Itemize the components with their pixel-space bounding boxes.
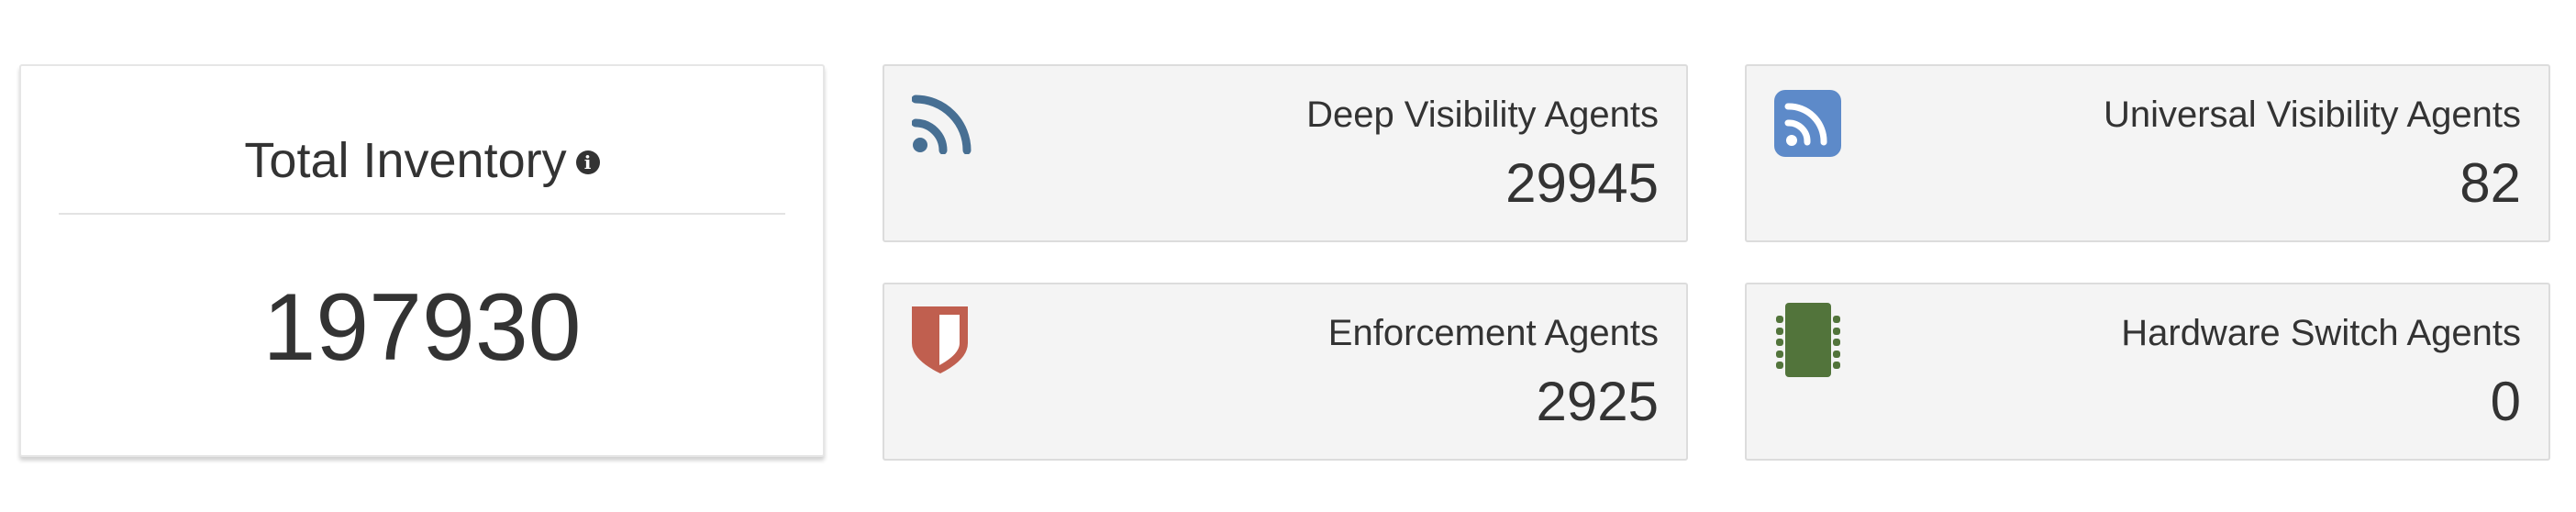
card-label: Deep Visibility Agents: [1306, 95, 1659, 135]
universal-visibility-agents-card[interactable]: Universal Visibility Agents 82: [1745, 64, 2550, 242]
card-value: 29945: [1505, 152, 1659, 214]
shield-icon: [912, 306, 969, 379]
rss-icon: [911, 90, 976, 159]
total-inventory-card: Total Inventory i 197930: [19, 64, 825, 457]
divider: [59, 213, 785, 215]
total-inventory-title-text: Total Inventory: [244, 133, 567, 188]
card-value: 82: [2459, 152, 2521, 214]
card-label: Enforcement Agents: [1327, 313, 1659, 353]
card-label: Universal Visibility Agents: [2103, 95, 2521, 135]
deep-visibility-agents-card[interactable]: Deep Visibility Agents 29945: [883, 64, 1688, 242]
card-value: 0: [2490, 371, 2521, 432]
hardware-switch-agents-card[interactable]: Hardware Switch Agents 0: [1745, 283, 2550, 461]
card-value: 2925: [1536, 371, 1659, 432]
enforcement-agents-card[interactable]: Enforcement Agents 2925: [883, 283, 1688, 461]
info-circle-icon[interactable]: i: [575, 150, 600, 174]
total-inventory-title: Total Inventory i: [21, 130, 823, 191]
rss-square-icon: [1774, 90, 1842, 162]
total-inventory-value: 197930: [262, 274, 582, 381]
card-label: Hardware Switch Agents: [2121, 313, 2521, 353]
chip-icon: [1774, 303, 1842, 383]
